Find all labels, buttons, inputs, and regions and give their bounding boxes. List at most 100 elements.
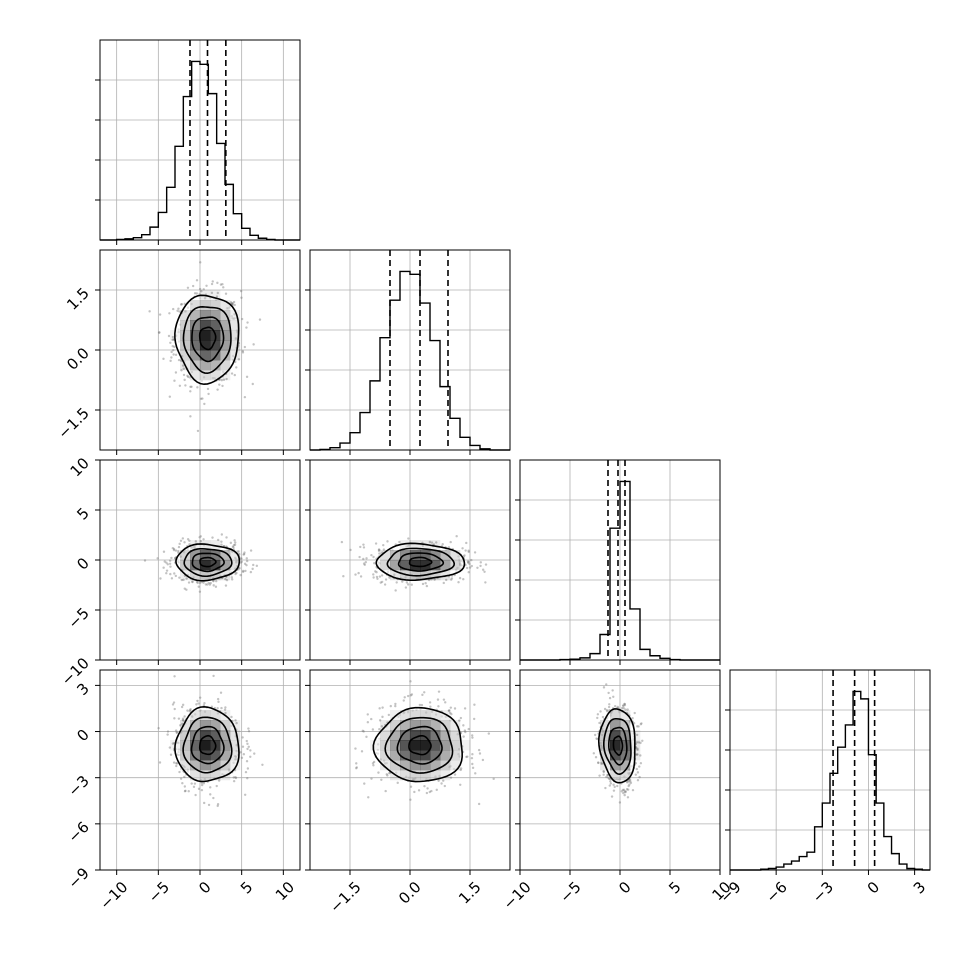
- y-tick-label-2-1: −5: [64, 604, 92, 632]
- density-cell: [390, 740, 401, 751]
- density-cell: [190, 710, 201, 721]
- density-cell: [430, 720, 441, 731]
- sample-point: [604, 786, 607, 790]
- sample-point: [219, 691, 223, 694]
- density-cell: [190, 320, 201, 331]
- density-cell: [410, 750, 421, 761]
- density-cell: [210, 720, 221, 731]
- density-cell: [220, 750, 231, 761]
- density-cell: [450, 760, 461, 771]
- sample-point: [609, 782, 613, 785]
- sample-point: [246, 321, 249, 324]
- density-cell: [190, 540, 201, 551]
- density-cell: [220, 560, 231, 571]
- sample-point: [616, 784, 619, 788]
- density-cell: [230, 730, 241, 741]
- sample-point: [371, 728, 375, 731]
- sample-point: [165, 569, 169, 572]
- sample-point: [174, 729, 178, 732]
- sample-point: [195, 703, 198, 706]
- sample-point: [186, 374, 189, 378]
- panel-frame-3-2: [519, 669, 721, 871]
- x-tick-label-3-3: 0: [864, 878, 883, 897]
- sample-point: [616, 705, 620, 709]
- sample-point: [349, 548, 352, 552]
- sample-point: [192, 785, 196, 789]
- sample-point: [180, 705, 184, 709]
- sample-point: [202, 288, 205, 291]
- sample-point: [365, 557, 368, 560]
- sample-point: [199, 397, 203, 400]
- sample-point: [417, 789, 421, 792]
- sample-point: [634, 773, 638, 776]
- sample-point: [342, 575, 345, 578]
- sample-point: [627, 780, 631, 783]
- sample-point: [231, 302, 234, 306]
- sample-point: [204, 583, 208, 586]
- sample-point: [172, 701, 176, 704]
- density-cell: [200, 550, 211, 561]
- sample-point: [220, 706, 223, 710]
- sample-point: [245, 326, 248, 329]
- contour-3-2-0: [612, 735, 624, 756]
- sample-point: [182, 367, 185, 370]
- sample-point: [467, 560, 470, 564]
- sample-point: [378, 707, 381, 710]
- sample-point: [198, 590, 202, 593]
- sample-point: [396, 781, 399, 785]
- sample-point: [459, 767, 463, 770]
- density-cell: [440, 750, 451, 761]
- sample-point: [237, 358, 241, 361]
- density-cell: [450, 560, 461, 571]
- contour-2-0-2: [183, 547, 233, 578]
- density-cell: [400, 760, 411, 771]
- density-cell: [200, 560, 211, 571]
- sample-point: [629, 781, 633, 785]
- sample-point: [449, 776, 453, 779]
- sample-point: [203, 402, 206, 406]
- density-cell: [230, 350, 241, 361]
- density-cell: [630, 750, 641, 761]
- sample-point: [182, 578, 185, 582]
- density-cell: [420, 720, 431, 731]
- sample-point: [387, 713, 391, 717]
- sample-point: [375, 575, 379, 579]
- density-cell: [390, 730, 401, 741]
- sample-point: [232, 776, 235, 779]
- panel-content-3-2: [592, 683, 644, 804]
- sample-point: [372, 573, 375, 576]
- sample-point: [598, 774, 601, 777]
- sample-point: [245, 739, 248, 743]
- sample-point: [198, 287, 202, 291]
- density-cell: [190, 770, 201, 781]
- sample-point: [370, 553, 373, 557]
- density-cell: [200, 720, 211, 731]
- sample-point: [623, 702, 626, 706]
- contour-3-0-2: [182, 716, 233, 774]
- density-cell: [200, 330, 211, 341]
- sample-point: [636, 725, 639, 728]
- density-cell: [230, 720, 241, 731]
- density-cell: [220, 370, 231, 381]
- sample-point: [610, 795, 614, 798]
- sample-point: [479, 564, 482, 568]
- sample-point: [238, 566, 241, 570]
- sample-point: [166, 563, 169, 566]
- sample-point: [459, 768, 462, 772]
- sample-point: [621, 788, 625, 792]
- density-cell: [220, 770, 231, 781]
- sample-point: [233, 303, 236, 307]
- sample-point: [462, 724, 465, 727]
- density-cell: [190, 330, 201, 341]
- contour-1-0-2: [182, 306, 232, 375]
- sample-point: [170, 350, 173, 354]
- sample-point: [372, 760, 376, 764]
- sample-point: [401, 580, 404, 583]
- panel-frame-2-1: [309, 459, 511, 661]
- density-cell: [430, 560, 441, 571]
- density-cell: [450, 750, 461, 761]
- sample-point: [202, 801, 206, 805]
- x-tick-label-0-1: −5: [145, 878, 173, 906]
- sample-point: [472, 717, 476, 721]
- sample-point: [243, 562, 247, 566]
